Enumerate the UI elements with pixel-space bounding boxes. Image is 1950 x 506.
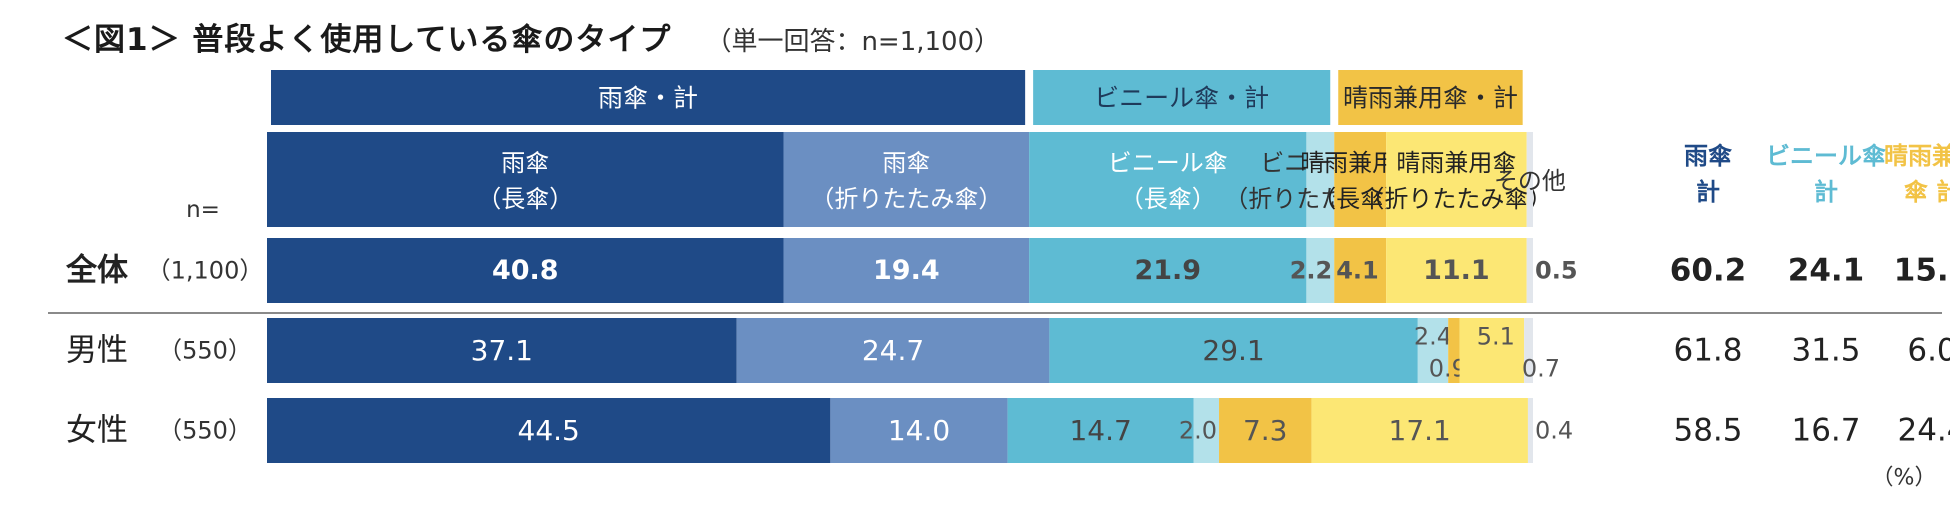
total-value-2-1: 61.8 (1673, 333, 1742, 369)
series-header-label-7: その他 (1494, 167, 1566, 195)
bar-segment-3-7 (1527, 398, 1533, 463)
series-header-label-2: 雨傘 (882, 149, 930, 177)
series-header-2 (783, 132, 1030, 227)
bar-value-label-3-3: 14.7 (1069, 414, 1131, 447)
bar-value-label-3-4: 2.0 (1179, 417, 1217, 445)
bar-segment-2-4 (1417, 318, 1449, 383)
percent-unit-label: （%） (1872, 466, 1937, 491)
bar-segment-1-4 (1306, 238, 1335, 303)
totals-header-3: 晴雨兼用 (1884, 142, 1950, 170)
row-n-2: （550） (158, 337, 252, 365)
totals-header-line2-1: 計 (1696, 178, 1720, 206)
series-header-7 (1526, 132, 1533, 227)
totals-header-line2-3: 傘 計 (1904, 178, 1950, 206)
bar-value-label-2-6: 5.1 (1477, 323, 1515, 351)
series-header-label-6: 晴雨兼用傘 (1396, 149, 1516, 177)
bar-segment-3-3 (1007, 398, 1194, 463)
total-value-1-2: 24.1 (1788, 253, 1865, 289)
series-header-sublabel-6: （折りたたみ傘） (1360, 185, 1552, 213)
bar-value-label-3-2: 14.0 (888, 414, 950, 447)
series-header-4 (1306, 132, 1335, 227)
series-header-5 (1334, 132, 1387, 227)
bar-segment-3-5 (1219, 398, 1312, 463)
total-value-2-2: 31.5 (1791, 333, 1860, 369)
bar-value-label-1-3: 21.9 (1134, 255, 1201, 286)
row-n-1: （1,100） (147, 257, 264, 285)
bar-value-label-3-1: 44.5 (518, 414, 580, 447)
row-label-1: 全体 (65, 253, 128, 289)
bar-segment-1-1 (267, 238, 784, 303)
bar-value-label-2-2: 24.7 (862, 334, 924, 367)
bar-segment-3-1 (267, 398, 831, 463)
bar-segment-1-6 (1386, 238, 1527, 303)
total-value-1-3: 15.2 (1894, 253, 1950, 289)
bar-segment-2-5 (1448, 318, 1460, 383)
bar-segment-2-2 (736, 318, 1050, 383)
bar-value-label-1-5: 4.1 (1336, 257, 1379, 285)
chart-subtitle: （単一回答：n=1,100） (705, 27, 1001, 57)
bar-value-label-2-1: 37.1 (471, 334, 533, 367)
bar-value-label-2-3: 29.1 (1202, 334, 1264, 367)
bar-value-label-1-2: 19.4 (873, 255, 940, 286)
series-header-3 (1029, 132, 1307, 227)
total-value-2-3: 6.0 (1907, 333, 1950, 369)
total-value-3-2: 16.7 (1791, 413, 1860, 449)
bar-value-label-3-6: 17.1 (1389, 414, 1451, 447)
bar-segment-1-2 (783, 238, 1030, 303)
total-value-3-3: 24.4 (1897, 413, 1950, 449)
bar-segment-2-1 (267, 318, 737, 383)
bar-value-label-3-7: 0.4 (1535, 417, 1573, 445)
bar-segment-1-3 (1029, 238, 1307, 303)
total-value-3-1: 58.5 (1673, 413, 1742, 449)
row-n-3: （550） (158, 417, 252, 445)
group-header-2 (1033, 70, 1331, 125)
group-header-1 (271, 70, 1026, 125)
group-header-label-1: 雨傘・計 (598, 84, 698, 113)
row-label-3: 女性 (66, 413, 128, 449)
series-header-1 (267, 132, 784, 227)
total-value-1-1: 60.2 (1670, 253, 1747, 289)
chart-title-block: ＜図1＞ 普段よく使用している傘のタイプ （単一回答：n=1,100） (62, 14, 1000, 58)
series-header-6 (1386, 132, 1527, 227)
bar-segment-3-6 (1311, 398, 1528, 463)
series-header-label-1: 雨傘 (501, 149, 549, 177)
bar-segment-1-7 (1526, 238, 1533, 303)
series-header-sublabel-2: （折りたたみ傘） (810, 185, 1002, 213)
bar-segment-1-5 (1334, 238, 1387, 303)
row-label-2: 男性 (66, 333, 128, 369)
bar-value-label-1-4: 2.2 (1290, 257, 1333, 285)
bar-segment-2-7 (1524, 318, 1533, 383)
chart-title: ＜図1＞ 普段よく使用している傘のタイプ (62, 22, 672, 58)
totals-header-2: ビニール傘 (1766, 142, 1887, 170)
n-label: n= (186, 197, 220, 223)
group-header-label-3: 晴雨兼用傘・計 (1343, 84, 1518, 113)
bar-value-label-3-5: 7.3 (1243, 414, 1288, 447)
bar-value-label-1-1: 40.8 (492, 255, 559, 286)
bar-value-label-1-7: 0.5 (1535, 257, 1578, 285)
group-header-3 (1338, 70, 1523, 125)
bar-value-label-2-7: 0.7 (1522, 355, 1560, 383)
series-header-label-3: ビニール傘 (1108, 149, 1228, 177)
totals-header-line2-2: 計 (1814, 178, 1838, 206)
bar-segment-3-4 (1193, 398, 1220, 463)
bar-segment-2-3 (1049, 318, 1418, 383)
bar-segment-2-6 (1459, 318, 1525, 383)
bar-segment-3-2 (830, 398, 1008, 463)
series-header-sublabel-3: （長傘） (1120, 185, 1216, 213)
bar-value-label-2-4: 2.4 (1414, 323, 1452, 351)
series-header-sublabel-1: （長傘） (477, 185, 573, 213)
bar-value-label-1-6: 11.1 (1423, 255, 1490, 286)
totals-header-1: 雨傘 (1684, 142, 1733, 170)
group-header-label-2: ビニール傘・計 (1094, 84, 1269, 113)
